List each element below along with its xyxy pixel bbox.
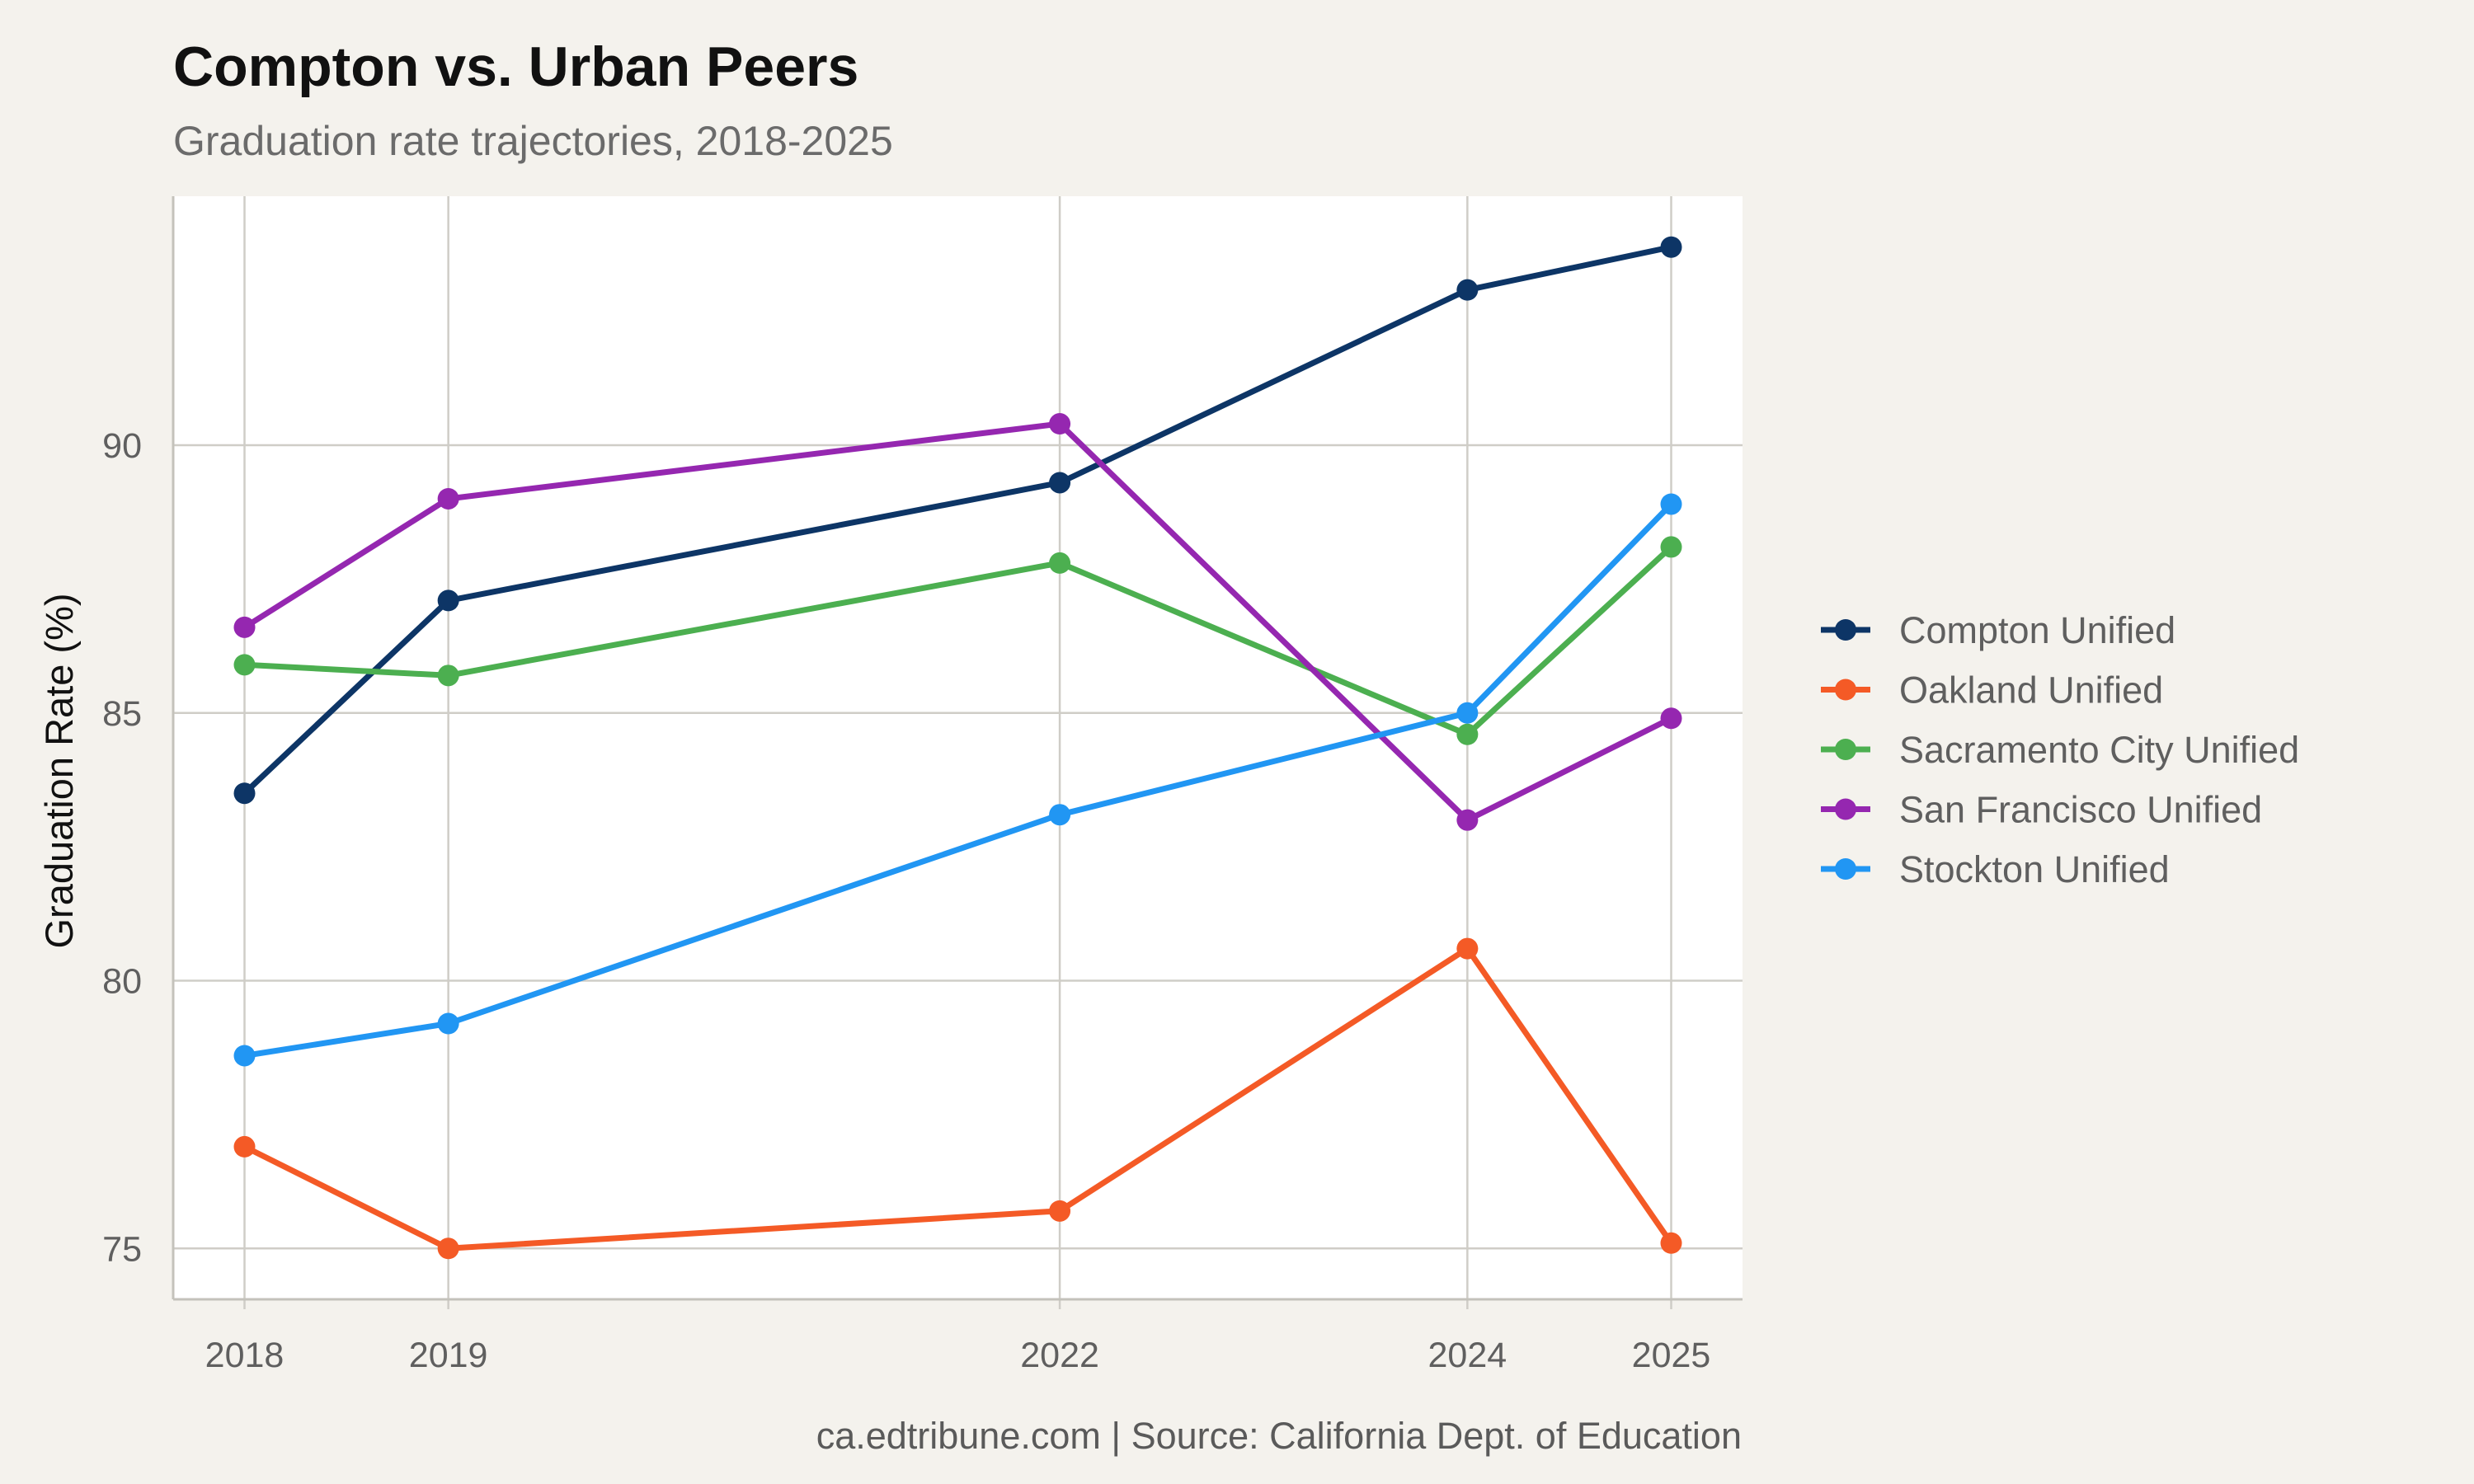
- data-point-stockton-unified: [1456, 702, 1479, 724]
- x-tick-label: 2022: [1020, 1336, 1099, 1375]
- data-point-stockton-unified: [1049, 804, 1071, 826]
- axes: 75 80 85 90 2018 2019 2022 2024 2025 Graduation R…: [37, 196, 1743, 1375]
- data-point-oakland-unified: [437, 1237, 459, 1260]
- x-tick-label: 2019: [409, 1336, 488, 1375]
- legend-label-oakland-unified: Oakland Unified: [1899, 669, 2163, 711]
- y-tick-label: 85: [102, 694, 142, 734]
- legend-marker-oakland-unified: [1835, 679, 1856, 701]
- data-point-san-francisco-unified: [1049, 413, 1071, 435]
- legend-marker-san-francisco-unified: [1835, 798, 1856, 820]
- data-point-san-francisco-unified: [233, 616, 256, 638]
- data-point-san-francisco-unified: [1660, 707, 1682, 730]
- data-point-compton-unified: [233, 782, 256, 805]
- chart-caption: ca.edtribune.com | Source: California De…: [816, 1415, 1742, 1457]
- legend-label-stockton-unified: Stockton Unified: [1899, 848, 2170, 890]
- data-point-stockton-unified: [437, 1012, 459, 1035]
- data-point-stockton-unified: [1660, 493, 1682, 515]
- chart-title: Compton vs. Urban Peers: [173, 35, 859, 98]
- data-point-sacramento-city-unified: [1456, 723, 1479, 745]
- data-point-sacramento-city-unified: [437, 665, 459, 687]
- x-tick-label: 2024: [1428, 1336, 1507, 1375]
- chart-subtitle: Graduation rate trajectories, 2018-2025: [173, 118, 893, 164]
- y-tick-label: 90: [102, 426, 142, 466]
- data-point-oakland-unified: [1660, 1232, 1682, 1254]
- y-tick-label: 80: [102, 962, 142, 1002]
- data-point-stockton-unified: [233, 1045, 256, 1067]
- legend-label-sacramento-city-unified: Sacramento City Unified: [1899, 729, 2299, 771]
- legend-marker-compton-unified: [1835, 619, 1856, 641]
- series-layer: [233, 236, 1682, 1260]
- legend-marker-sacramento-city-unified: [1835, 739, 1856, 760]
- x-tick-label: 2018: [205, 1336, 285, 1375]
- grid-lines: [173, 196, 1743, 1299]
- legend: Compton Unified Oakland Unified Sacramento…: [1821, 609, 2299, 890]
- legend-marker-stockton-unified: [1835, 858, 1856, 880]
- data-point-oakland-unified: [233, 1135, 256, 1158]
- y-axis-title: Graduation Rate (%): [37, 593, 81, 948]
- legend-label-compton-unified: Compton Unified: [1899, 609, 2175, 651]
- data-point-san-francisco-unified: [437, 487, 459, 510]
- data-point-san-francisco-unified: [1456, 809, 1479, 831]
- data-point-oakland-unified: [1456, 937, 1479, 960]
- data-point-compton-unified: [1456, 279, 1479, 301]
- data-point-sacramento-city-unified: [1049, 552, 1071, 574]
- plot-panel: [173, 196, 1743, 1299]
- data-point-compton-unified: [437, 589, 459, 612]
- data-point-compton-unified: [1049, 472, 1071, 494]
- data-point-compton-unified: [1660, 236, 1682, 258]
- data-point-oakland-unified: [1049, 1200, 1071, 1222]
- data-point-sacramento-city-unified: [1660, 536, 1682, 558]
- data-point-sacramento-city-unified: [233, 654, 256, 676]
- legend-label-san-francisco-unified: San Francisco Unified: [1899, 789, 2262, 831]
- y-tick-label: 75: [102, 1229, 142, 1269]
- x-tick-label: 2025: [1632, 1336, 1711, 1375]
